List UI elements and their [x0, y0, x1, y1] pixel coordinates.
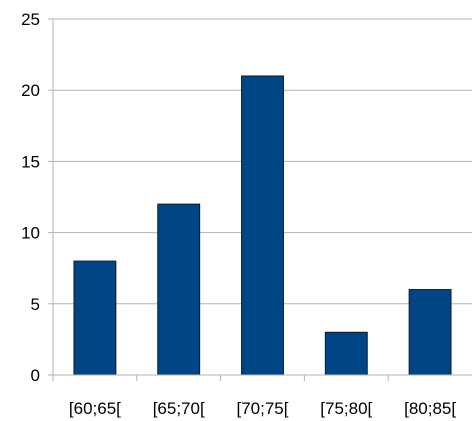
x-tick-labels: [60;65[ [65;70[ [70;75[ [75;80[ [80;85[ [69, 399, 456, 418]
x-tick-label: [60;65[ [69, 399, 121, 418]
y-tick-labels: 0 5 10 15 20 25 [21, 10, 40, 385]
bar [73, 260, 117, 376]
x-tick-label: [80;85[ [404, 399, 456, 418]
y-tick-label: 20 [21, 81, 40, 100]
y-tick-label: 10 [21, 224, 40, 243]
y-tick-label: 25 [21, 10, 40, 29]
bar [408, 289, 452, 376]
bar [157, 203, 201, 376]
bars [73, 75, 452, 376]
y-tick-label: 0 [31, 366, 40, 385]
x-tick-label: [70;75[ [237, 399, 289, 418]
bar [241, 75, 284, 376]
x-tick-label: [65;70[ [153, 399, 205, 418]
y-tick-label: 5 [31, 295, 40, 314]
y-tick-label: 15 [21, 152, 40, 171]
x-tick-label: [75;80[ [320, 399, 372, 418]
bar [324, 331, 368, 376]
axes [48, 18, 472, 381]
